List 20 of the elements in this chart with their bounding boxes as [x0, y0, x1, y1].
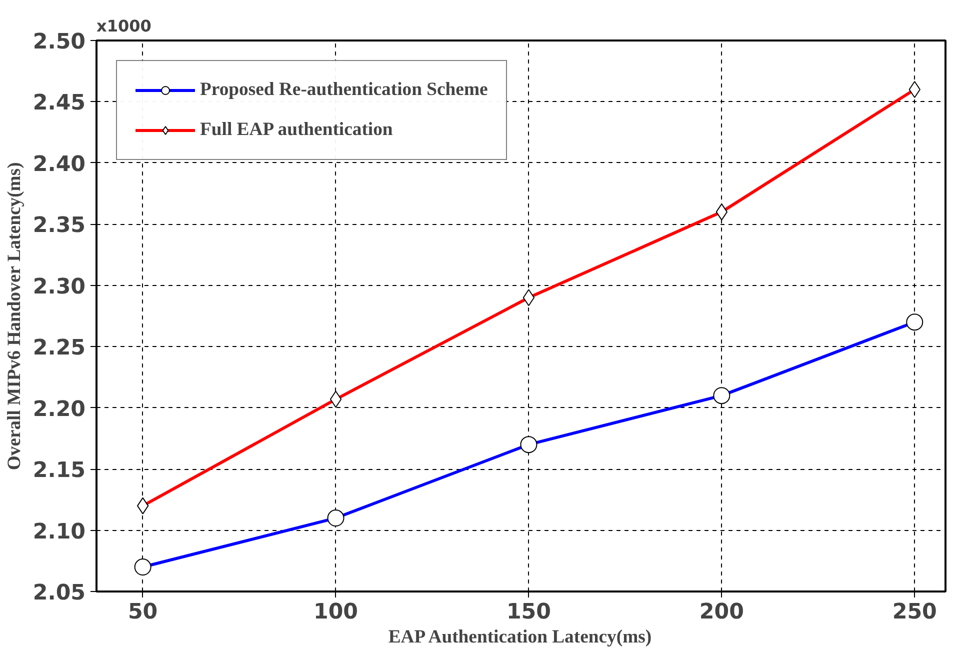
y-tick-label: 2.05: [32, 580, 86, 606]
x-tick-label: 150: [506, 600, 551, 624]
legend-label: Proposed Re-authentication Scheme: [200, 79, 488, 101]
x-tick-label: 250: [892, 600, 937, 624]
y-tick-label: 2.50: [32, 30, 86, 54]
y-tick-label: 2.20: [32, 396, 86, 422]
y-tick-label: 2.10: [32, 519, 86, 544]
x-tick-label: 50: [128, 600, 158, 624]
y-tick-label: 2.40: [32, 152, 86, 177]
y-axis-title: Overall MIPv6 Handover Latency(ms): [4, 162, 25, 470]
y-tick-label: 2.45: [32, 90, 86, 116]
y-tick-label: 2.25: [32, 336, 86, 361]
legend-label: Full EAP authentication: [200, 119, 393, 141]
x-tick-label: 100: [314, 600, 358, 624]
y-tick-label: 2.35: [32, 213, 86, 238]
text: x1000: [96, 16, 152, 36]
x-axis-title: EAP Authentication Latency(ms): [388, 626, 652, 648]
x-tick-label: 200: [699, 600, 744, 624]
y-tick-label: 2.30: [32, 274, 86, 300]
y-tick-label: 2.15: [32, 458, 86, 484]
